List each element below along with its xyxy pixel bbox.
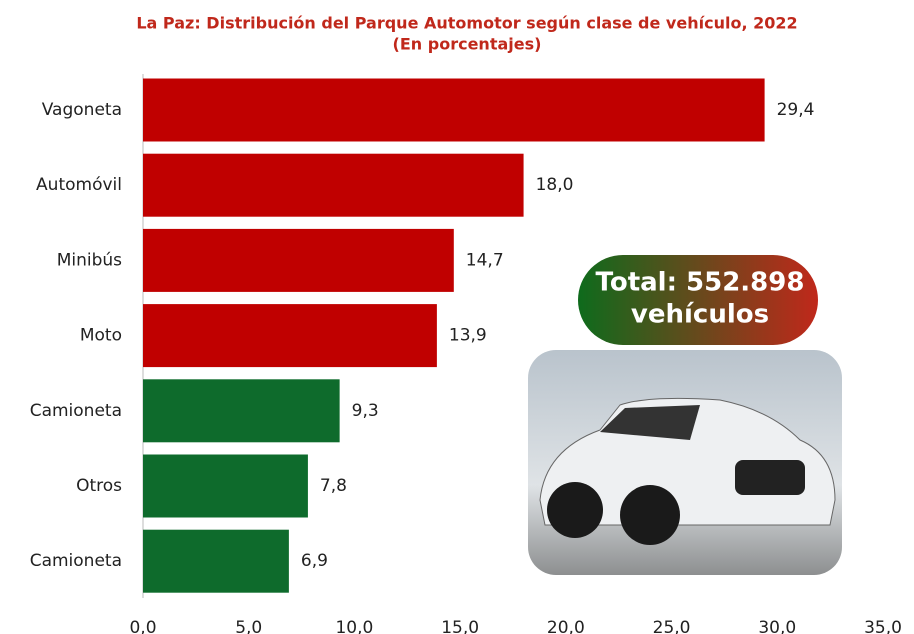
y-tick-label: Camioneta: [30, 401, 122, 421]
x-tick-label: 15,0: [441, 618, 479, 634]
x-tick-label: 10,0: [335, 618, 373, 634]
y-tick-label: Minibús: [57, 250, 122, 270]
annotation: Total: 552.898: [596, 268, 805, 298]
value-label: 29,4: [777, 100, 815, 120]
y-tick-label: Moto: [80, 326, 122, 346]
value-label: 6,9: [301, 551, 328, 571]
bar: [143, 153, 524, 217]
value-label: 14,7: [466, 250, 504, 270]
chart-title: La Paz: Distribución del Parque Automoto…: [136, 14, 797, 33]
value-label: 13,9: [449, 326, 487, 346]
y-tick-label: Otros: [76, 476, 122, 496]
value-label: 7,8: [320, 476, 347, 496]
x-tick-label: 0,0: [129, 618, 156, 634]
y-tick-label: Camioneta: [30, 551, 122, 571]
x-tick-label: 30,0: [758, 618, 796, 634]
total-badge: Total: 552.898 vehículos: [578, 255, 818, 345]
chart-subtitle: (En porcentajes): [393, 35, 542, 54]
car-photo: [528, 350, 842, 575]
bar: [143, 454, 308, 518]
bar: [143, 304, 437, 368]
bar: [143, 78, 765, 142]
x-tick-label: 5,0: [235, 618, 262, 634]
y-tick-label: Automóvil: [36, 175, 122, 195]
value-label: 18,0: [536, 175, 574, 195]
x-tick-label: 35,0: [864, 618, 902, 634]
x-tick-label: 25,0: [653, 618, 691, 634]
bar: [143, 228, 454, 292]
value-label: 9,3: [352, 401, 379, 421]
bar: [143, 529, 289, 593]
annotation: vehículos: [631, 300, 769, 330]
bar: [143, 379, 340, 443]
x-tick-label: 20,0: [547, 618, 585, 634]
y-tick-label: Vagoneta: [42, 100, 122, 120]
